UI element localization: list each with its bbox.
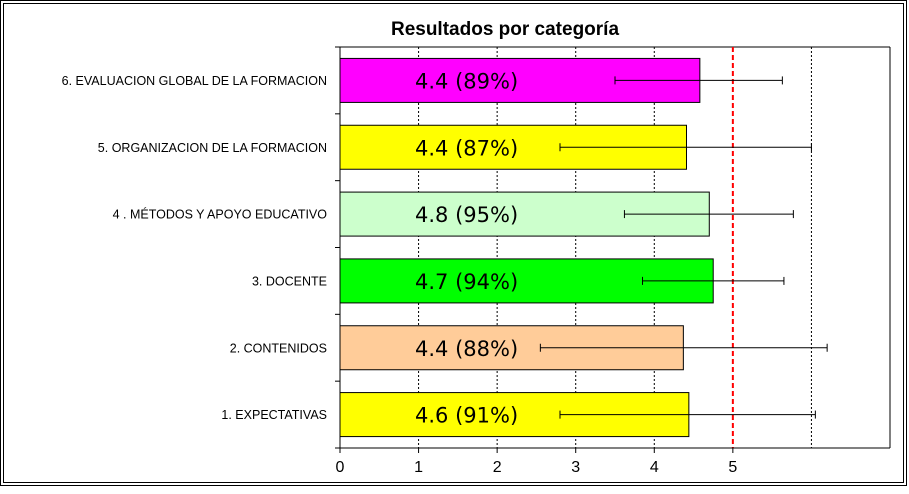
- chart-title: Resultados por categoría: [390, 19, 620, 40]
- x-tick-label: 0: [336, 459, 345, 476]
- category-label: 5. ORGANIZACION DE LA FORMACION: [98, 141, 327, 155]
- category-label: 1. EXPECTATIVAS: [221, 408, 327, 422]
- data-label: 4.6 (91%): [415, 404, 518, 428]
- category-label: 4 . MÉTODOS Y APOYO EDUCATIVO: [113, 207, 328, 222]
- x-tick-label: 1: [414, 459, 423, 476]
- category-label: 6. EVALUACION GLOBAL DE LA FORMACION: [62, 74, 327, 88]
- category-label: 2. CONTENIDOS: [230, 341, 327, 355]
- data-label: 4.8 (95%): [415, 203, 518, 227]
- category-label: 3. DOCENTE: [252, 274, 327, 288]
- data-label: 4.7 (94%): [415, 270, 518, 294]
- x-tick-label: 5: [728, 459, 737, 476]
- data-label: 4.4 (89%): [415, 69, 518, 93]
- x-tick-label: 2: [493, 459, 502, 476]
- x-tick-label: 4: [650, 459, 659, 476]
- chart-frame-inner: [3, 3, 904, 483]
- x-tick-label: 3: [571, 459, 580, 476]
- data-label: 4.4 (87%): [415, 136, 518, 160]
- data-label: 4.4 (88%): [415, 337, 518, 361]
